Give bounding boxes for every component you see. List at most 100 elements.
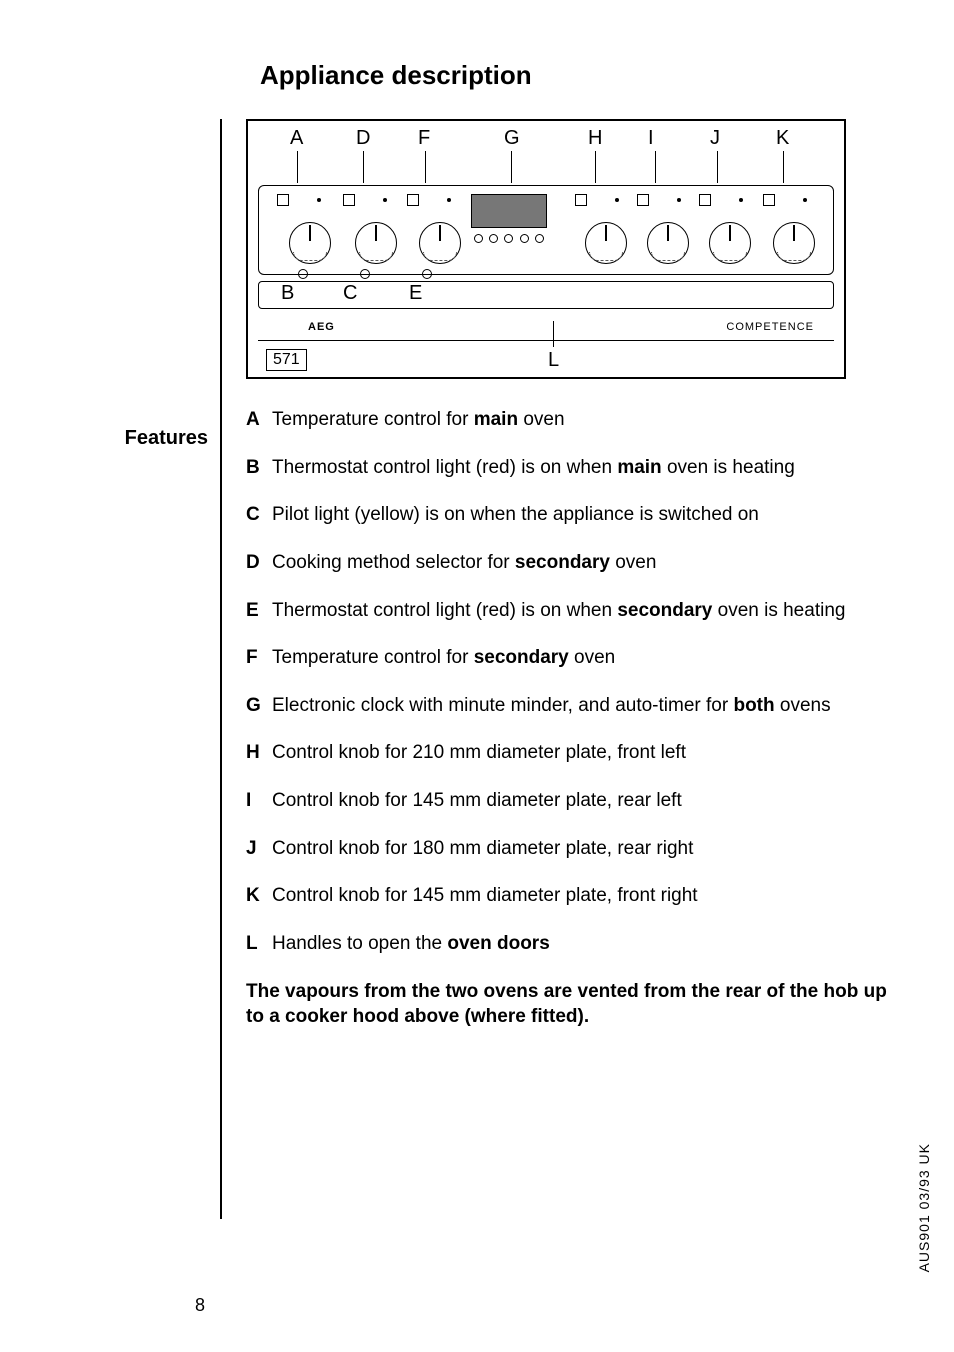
control-knob — [709, 222, 751, 264]
indicator-light — [360, 269, 370, 279]
indicator-icon — [637, 194, 649, 206]
right-column: ADFGHIJK BCE AEG COMPETENCE 571 L ATempe — [222, 119, 894, 1219]
feature-text: Pilot light (yellow) is on when the appl… — [272, 502, 759, 528]
tick — [717, 151, 718, 183]
diagram-letter-I: I — [648, 127, 654, 150]
feature-text: Cooking method selector for secondary ov… — [272, 550, 656, 576]
indicator-light — [298, 269, 308, 279]
feature-item: EThermostat control light (red) is on wh… — [246, 598, 894, 624]
feature-text: Temperature control for secondary oven — [272, 645, 615, 671]
feature-item: DCooking method selector for secondary o… — [246, 550, 894, 576]
control-knob — [355, 222, 397, 264]
tick — [783, 151, 784, 183]
indicator-icon — [763, 194, 775, 206]
dot-icon — [447, 198, 451, 202]
feature-letter: A — [246, 407, 272, 433]
feature-letter: I — [246, 788, 272, 814]
diagram-letter-H: H — [588, 127, 602, 150]
control-knob — [585, 222, 627, 264]
appliance-diagram: A D F G H I J K B C E AEG COMPETENCE 571 L — [246, 119, 846, 379]
dot-icon — [677, 198, 681, 202]
tick — [363, 151, 364, 183]
feature-letter: H — [246, 740, 272, 766]
feature-letter: K — [246, 883, 272, 909]
control-knob — [419, 222, 461, 264]
diagram-letter-E: E — [409, 282, 422, 305]
feature-letter: L — [246, 931, 272, 957]
feature-item: IControl knob for 145 mm diameter plate,… — [246, 788, 894, 814]
tick — [655, 151, 656, 183]
feature-letter: B — [246, 455, 272, 481]
feature-text: Control knob for 180 mm diameter plate, … — [272, 836, 693, 862]
diagram-letter-C: C — [343, 282, 357, 305]
brand-right: COMPETENCE — [726, 321, 814, 333]
page-number: 8 — [195, 1295, 205, 1316]
feature-text: Thermostat control light (red) is on whe… — [272, 598, 845, 624]
features-list: ATemperature control for main ovenBTherm… — [246, 407, 894, 957]
diagram-letter-J: J — [710, 127, 720, 150]
feature-letter: E — [246, 598, 272, 624]
indicator-icon — [699, 194, 711, 206]
feature-text: Control knob for 145 mm diameter plate, … — [272, 883, 698, 909]
dot-icon — [383, 198, 387, 202]
feature-item: FTemperature control for secondary oven — [246, 645, 894, 671]
control-knob — [773, 222, 815, 264]
tick — [297, 151, 298, 183]
dot-icon — [803, 198, 807, 202]
diagram-letter-K: K — [776, 127, 789, 150]
feature-item: KControl knob for 145 mm diameter plate,… — [246, 883, 894, 909]
feature-item: CPilot light (yellow) is on when the app… — [246, 502, 894, 528]
feature-letter: C — [246, 502, 272, 528]
diagram-l-label: L — [548, 349, 559, 372]
feature-letter: J — [246, 836, 272, 862]
feature-letter: F — [246, 645, 272, 671]
feature-text: Control knob for 145 mm diameter plate, … — [272, 788, 682, 814]
dot-icon — [615, 198, 619, 202]
tick — [511, 151, 512, 183]
tick — [595, 151, 596, 183]
diagram-letter-D: D — [356, 127, 370, 150]
feature-item: LHandles to open the oven doors — [246, 931, 894, 957]
dot-icon — [317, 198, 321, 202]
section-label: Features — [60, 427, 208, 450]
feature-item: BThermostat control light (red) is on wh… — [246, 455, 894, 481]
diagram-letter-G: G — [504, 127, 520, 150]
control-knob — [289, 222, 331, 264]
feature-item: ATemperature control for main oven — [246, 407, 894, 433]
document-code: AUS901 03/93 UK — [916, 1143, 932, 1272]
tick — [553, 321, 554, 347]
page-title: Appliance description — [260, 60, 894, 91]
feature-item: JControl knob for 180 mm diameter plate,… — [246, 836, 894, 862]
brand-row: AEG COMPETENCE — [258, 317, 834, 341]
indicator-light — [422, 269, 432, 279]
clock-buttons — [471, 234, 547, 243]
feature-text: Handles to open the oven doors — [272, 931, 550, 957]
feature-text: Temperature control for main oven — [272, 407, 565, 433]
vent-note: The vapours from the two ovens are vente… — [246, 979, 894, 1030]
manual-page: Appliance description Features A D F G H I J K … — [0, 0, 954, 1352]
diagram-letter-F: F — [418, 127, 430, 150]
dot-icon — [739, 198, 743, 202]
feature-text: Electronic clock with minute minder, and… — [272, 693, 831, 719]
indicator-icon — [575, 194, 587, 206]
control-knob — [647, 222, 689, 264]
left-column: Features — [60, 119, 220, 450]
feature-item: HControl knob for 210 mm diameter plate,… — [246, 740, 894, 766]
diagram-bce-row: BCE — [258, 281, 834, 309]
indicator-icon — [343, 194, 355, 206]
feature-letter: G — [246, 693, 272, 719]
diagram-letter-B: B — [281, 282, 294, 305]
feature-item: GElectronic clock with minute minder, an… — [246, 693, 894, 719]
indicator-icon — [277, 194, 289, 206]
feature-text: Thermostat control light (red) is on whe… — [272, 455, 795, 481]
feature-text: Control knob for 210 mm diameter plate, … — [272, 740, 686, 766]
tick — [425, 151, 426, 183]
brand-left: AEG — [308, 321, 335, 333]
clock-display — [471, 194, 547, 228]
body-row: Features ADFGHIJK BCE AEG COMPETENCE — [60, 119, 894, 1219]
control-panel — [258, 185, 834, 275]
model-number: 571 — [266, 349, 307, 371]
diagram-top-letters: ADFGHIJK — [248, 127, 844, 151]
indicator-icon — [407, 194, 419, 206]
diagram-letter-A: A — [290, 127, 303, 150]
